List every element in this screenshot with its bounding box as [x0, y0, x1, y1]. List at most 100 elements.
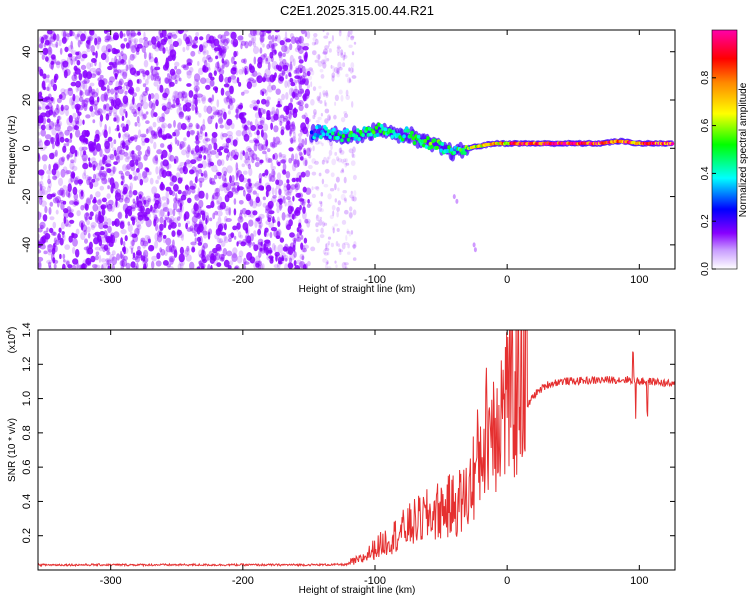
noise-blob: [290, 139, 297, 144]
noise-blob: [74, 149, 78, 157]
noise-blob: [50, 231, 56, 236]
noise-blob: [75, 228, 80, 235]
noise-blob: [74, 179, 79, 185]
noise-blob: [297, 75, 303, 80]
noise-blob: [352, 244, 357, 249]
noise-blob: [289, 127, 293, 135]
noise-blob: [132, 38, 139, 44]
noise-blob: [41, 80, 46, 89]
noise-blob: [38, 106, 42, 111]
noise-blob: [300, 88, 304, 94]
noise-blob: [162, 47, 166, 54]
noise-blob: [46, 40, 52, 46]
noise-blob: [101, 264, 104, 269]
signal-mark: [326, 129, 331, 134]
noise-blob: [198, 223, 204, 233]
noise-blob: [235, 130, 242, 137]
noise-blob: [112, 106, 118, 115]
signal-mark: [447, 145, 451, 150]
noise-blob: [254, 260, 261, 266]
noise-blob: [44, 139, 51, 146]
noise-blob: [216, 159, 222, 167]
noise-blob: [113, 32, 119, 40]
noise-blob: [167, 265, 174, 269]
noise-blob: [68, 212, 74, 218]
noise-blob: [230, 181, 236, 187]
noise-blob: [142, 242, 147, 249]
noise-blob: [277, 74, 282, 80]
noise-blob: [67, 183, 72, 193]
noise-blob: [251, 79, 257, 83]
noise-blob: [152, 42, 157, 50]
noise-blob: [142, 91, 149, 96]
noise-blob: [181, 92, 187, 99]
noise-blob: [219, 117, 223, 123]
noise-blob: [259, 159, 264, 164]
noise-blob: [290, 88, 294, 97]
noise-blob: [128, 190, 133, 198]
noise-blob: [311, 158, 317, 164]
noise-blob: [291, 213, 295, 220]
colorbar-gradient: [711, 29, 738, 270]
noise-blob: [128, 87, 134, 93]
noise-blob: [73, 201, 79, 206]
noise-blob: [106, 193, 111, 200]
noise-blob: [304, 263, 308, 269]
noise-blob: [68, 151, 74, 158]
noise-blob: [71, 101, 76, 110]
noise-blob: [88, 85, 92, 94]
noise-blob: [351, 67, 355, 73]
noise-blob: [173, 249, 178, 258]
noise-blob: [171, 71, 177, 81]
noise-blob: [199, 180, 203, 188]
noise-blob: [279, 40, 285, 46]
noise-blob: [315, 228, 319, 233]
noise-blob: [265, 189, 269, 198]
noise-blob: [182, 104, 188, 112]
noise-blob: [133, 218, 138, 223]
noise-blob: [275, 230, 281, 240]
noise-blob: [167, 211, 170, 217]
noise-blob: [61, 156, 66, 162]
noise-blob: [117, 61, 122, 66]
noise-blob: [333, 67, 339, 74]
noise-blob: [222, 48, 227, 53]
noise-blob: [291, 163, 297, 172]
noise-blob: [304, 112, 308, 121]
noise-blob: [60, 168, 66, 178]
noise-blob: [187, 144, 191, 153]
noise-blob: [326, 58, 330, 62]
noise-blob: [353, 190, 357, 197]
noise-blob: [283, 115, 289, 120]
noise-blob: [227, 151, 231, 158]
noise-blob: [316, 54, 321, 60]
noise-blob: [137, 172, 142, 181]
noise-blob: [296, 101, 302, 105]
noise-blob: [140, 239, 145, 247]
noise-blob: [88, 161, 91, 167]
noise-blob: [178, 30, 183, 35]
noise-blob: [143, 31, 146, 39]
noise-blob: [337, 44, 340, 49]
noise-blob: [322, 258, 328, 263]
noise-blob: [215, 221, 219, 229]
noise-blob: [55, 33, 60, 42]
noise-blob: [225, 208, 230, 216]
noise-blob: [98, 198, 102, 203]
noise-blob: [122, 100, 127, 109]
noise-blob: [216, 210, 223, 217]
noise-blob: [199, 235, 203, 245]
noise-blob: [90, 157, 96, 163]
noise-blob: [193, 85, 200, 92]
noise-blob: [268, 222, 275, 229]
noise-blob: [49, 216, 55, 221]
noise-blob: [299, 36, 302, 45]
noise-blob: [329, 214, 334, 220]
noise-blob: [114, 114, 119, 122]
noise-blob: [210, 97, 213, 105]
noise-blob: [217, 111, 221, 118]
noise-blob: [154, 240, 159, 249]
noise-blob: [154, 92, 160, 102]
noise-blob: [348, 232, 352, 237]
